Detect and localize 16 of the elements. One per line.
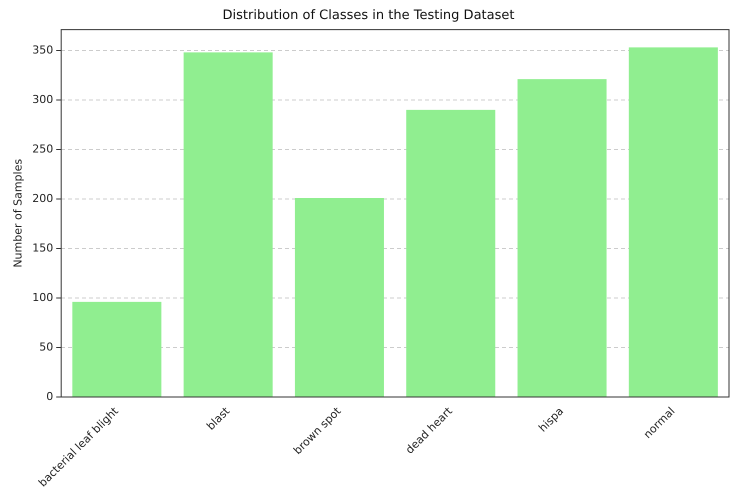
y-tick-label: 350 — [32, 43, 54, 56]
y-tick-label: 250 — [32, 142, 54, 156]
bar — [406, 110, 496, 396]
bar — [628, 47, 718, 396]
bar — [518, 79, 607, 396]
y-tick-label: 300 — [32, 92, 54, 106]
chart-title: Distribution of Classes in the Testing Dataset — [222, 8, 514, 24]
bar — [294, 198, 384, 396]
y-tick-label: 200 — [32, 192, 54, 205]
bar — [184, 52, 273, 396]
bar — [72, 302, 162, 396]
y-tick-label: 100 — [32, 290, 54, 304]
y-axis-title: Number of Samples — [11, 158, 24, 268]
y-tick-label: 150 — [32, 241, 54, 254]
y-tick-label: 0 — [46, 390, 54, 403]
y-tick-label: 50 — [39, 340, 54, 354]
